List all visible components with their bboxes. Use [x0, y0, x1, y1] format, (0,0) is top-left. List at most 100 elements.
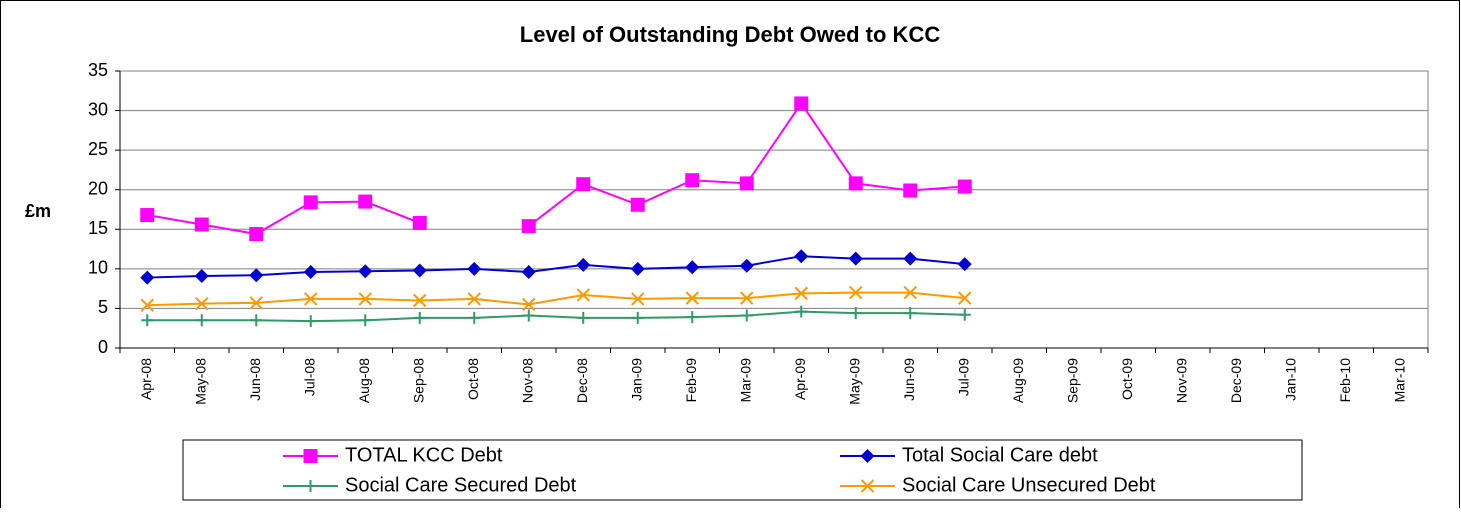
marker: [686, 311, 699, 324]
x-tick-label: Nov-08: [519, 358, 535, 403]
marker: [140, 270, 155, 285]
x-tick-label: Dec-09: [1228, 358, 1244, 403]
marker: [140, 298, 154, 312]
marker: [795, 305, 808, 318]
x-tick-label: Aug-08: [356, 358, 372, 403]
legend: [182, 439, 1303, 501]
marker: [903, 183, 918, 198]
marker: [467, 261, 482, 276]
x-tick-label: Nov-09: [1173, 358, 1189, 403]
x-tick-label: Apr-08: [138, 358, 154, 400]
x-tick-label: Feb-10: [1337, 358, 1353, 403]
y-tick-label: 20: [88, 178, 108, 198]
x-tick-label: Jul-09: [955, 358, 971, 396]
legend-label: Total Social Care debt: [902, 444, 1098, 466]
marker: [303, 265, 318, 280]
x-tick-label: Dec-08: [574, 358, 590, 403]
marker: [860, 449, 875, 463]
marker: [303, 195, 318, 210]
marker: [849, 285, 863, 300]
marker: [904, 307, 917, 320]
marker: [577, 311, 590, 324]
y-tick-label: 0: [98, 337, 108, 357]
marker: [141, 314, 154, 327]
series-line: [147, 255, 965, 279]
marker: [140, 208, 155, 223]
marker: [740, 291, 754, 305]
marker: [358, 194, 373, 209]
x-tick-label: Apr-09: [792, 358, 808, 400]
marker: [685, 173, 700, 188]
legend-label: Social Care Unsecured Debt: [902, 474, 1156, 496]
marker: [576, 288, 590, 302]
marker: [304, 315, 317, 328]
marker: [848, 176, 863, 191]
chart-title: Level of Outstanding Debt Owed to KCC: [520, 22, 941, 47]
marker: [195, 314, 208, 327]
x-tick-label: Sep-08: [410, 358, 426, 403]
series-line: [147, 291, 965, 307]
marker: [468, 311, 481, 324]
marker: [957, 179, 972, 194]
marker: [576, 257, 591, 272]
marker: [359, 314, 372, 327]
marker: [903, 285, 917, 300]
x-tick-label: Jan-10: [1282, 358, 1298, 401]
marker: [467, 292, 481, 306]
marker: [685, 260, 700, 275]
legend-label: Social Care Secured Debt: [345, 474, 577, 496]
legend-label: TOTAL KCC Debt: [345, 444, 503, 466]
x-tick-label: Sep-09: [1064, 358, 1080, 403]
y-tick-label: 35: [88, 60, 108, 80]
y-tick-label: 15: [88, 218, 108, 238]
marker: [358, 292, 372, 306]
marker: [631, 292, 645, 306]
x-tick-label: Jun-08: [247, 358, 263, 401]
marker: [848, 251, 863, 266]
series-line: [147, 310, 965, 323]
marker: [521, 219, 536, 234]
marker: [860, 479, 875, 493]
marker: [740, 309, 753, 322]
marker: [195, 296, 209, 311]
marker: [739, 176, 754, 191]
marker: [249, 227, 264, 242]
marker: [631, 311, 644, 324]
marker: [250, 314, 263, 327]
marker: [303, 449, 318, 463]
marker: [412, 215, 427, 230]
marker: [685, 291, 699, 305]
marker: [249, 296, 263, 310]
marker: [249, 268, 264, 283]
marker: [903, 251, 918, 266]
marker: [957, 257, 972, 272]
marker: [413, 311, 426, 324]
marker: [630, 197, 645, 212]
marker: [194, 268, 209, 283]
x-tick-label: Oct-08: [465, 358, 481, 400]
marker: [630, 261, 645, 276]
marker: [739, 258, 754, 273]
x-tick-label: Jul-08: [301, 358, 317, 396]
marker: [358, 264, 373, 279]
marker: [849, 307, 862, 320]
marker: [958, 308, 971, 321]
marker: [304, 292, 318, 306]
marker: [413, 293, 427, 308]
marker: [304, 480, 317, 492]
x-tick-label: May-09: [846, 358, 862, 405]
x-tick-label: Mar-09: [737, 358, 753, 403]
y-axis-label: £m: [25, 201, 51, 221]
marker: [794, 249, 809, 264]
x-tick-label: Mar-10: [1391, 358, 1407, 403]
x-tick-label: Jan-09: [628, 358, 644, 401]
y-tick-label: 30: [88, 99, 108, 119]
marker: [794, 96, 809, 111]
marker: [576, 177, 591, 192]
marker: [521, 265, 536, 280]
marker: [194, 217, 209, 232]
marker: [522, 309, 535, 322]
marker: [522, 297, 536, 312]
y-tick-label: 5: [98, 297, 108, 317]
